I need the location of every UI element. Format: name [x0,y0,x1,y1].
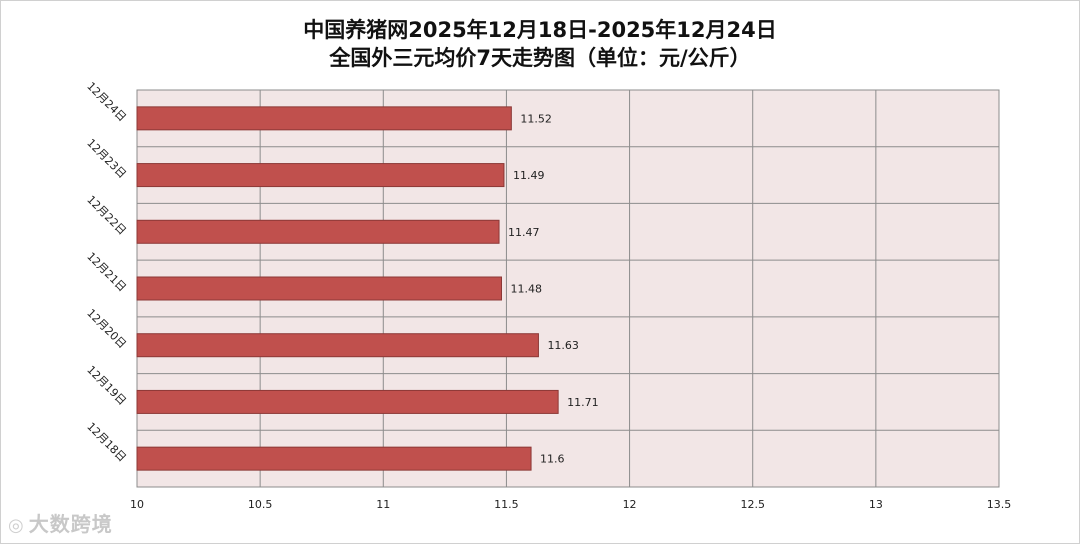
y-category-label: 12月20日 [84,306,129,351]
bar [136,106,512,131]
x-tick-label: 11 [376,498,390,511]
bar [136,446,532,471]
bar [136,163,505,188]
x-tick-label: 10 [130,498,144,511]
bar [136,276,503,301]
brand-logo-icon: ◎ [8,515,25,536]
watermark: ◎ 大数跨境 [8,508,113,537]
y-category-label: 12月19日 [84,363,129,408]
x-tick-label: 13.5 [987,498,1012,511]
x-tick-label: 11.5 [494,498,519,511]
chart-subtitle: 全国外三元均价7天走势图（单位：元/公斤） [329,46,751,70]
y-category-label: 12月24日 [84,80,129,125]
y-category-label: 12月21日 [84,250,129,295]
watermark-text: 大数跨境 [28,512,113,536]
data-label: 11.47 [508,226,540,239]
data-label: 11.48 [511,283,543,296]
data-label: 11.63 [547,339,579,352]
data-label: 11.49 [513,169,545,182]
x-tick-label: 13 [869,498,883,511]
bar [136,219,500,244]
x-tick-label: 12.5 [740,498,765,511]
x-tick-label: 10.5 [248,498,273,511]
bar [136,389,559,414]
bar [136,333,539,358]
x-tick-label: 12 [623,498,637,511]
data-label: 11.71 [567,396,599,409]
chart-title: 中国养猪网2025年12月18日-2025年12月24日 [303,18,777,42]
data-label: 11.6 [540,453,565,466]
y-category-label: 12月18日 [84,420,129,465]
y-category-label: 12月22日 [84,193,129,238]
y-category-label: 12月23日 [84,136,129,181]
data-label: 11.52 [520,112,552,125]
